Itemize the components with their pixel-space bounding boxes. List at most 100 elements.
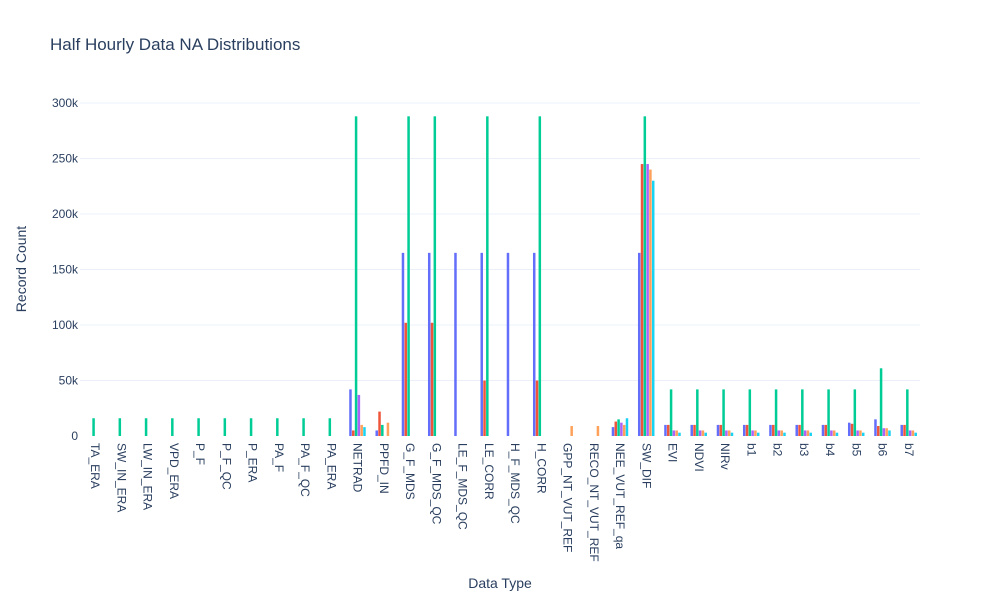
bar (777, 430, 781, 436)
bar (803, 430, 807, 436)
chart-title: Half Hourly Data NA Distributions (50, 35, 300, 54)
bar (824, 424, 828, 436)
x-tick-label: NEE_VUT_REF_qa (613, 443, 627, 549)
bar (620, 422, 623, 436)
bar (853, 389, 857, 436)
bar (906, 389, 909, 436)
x-tick-label: b7 (902, 443, 916, 457)
x-tick-label: TA_ERA (88, 443, 102, 489)
bar (92, 418, 95, 436)
bar (640, 164, 644, 437)
x-tick-label: EVI (666, 443, 680, 462)
x-tick-label: PA_ERA (324, 443, 338, 489)
bar (861, 432, 865, 436)
bar (407, 116, 410, 436)
bar (879, 368, 883, 436)
bar (171, 418, 174, 436)
bar (354, 116, 358, 436)
bar (535, 380, 539, 436)
bar (701, 430, 705, 436)
bar (144, 418, 148, 436)
bar (669, 389, 673, 436)
x-tick-label: G_F_MDS (403, 443, 417, 500)
x-tick-label: SW_IN_ERA (114, 443, 128, 512)
bar (483, 380, 486, 436)
y-axis-title: Record Count (13, 226, 29, 312)
bar (704, 432, 707, 436)
y-tick-label: 300k (52, 96, 79, 110)
x-tick-label: P_F_QC (219, 443, 233, 490)
bar (900, 424, 903, 436)
bar (914, 432, 917, 436)
bar (716, 424, 720, 436)
bar (427, 252, 431, 436)
x-tick-label: LE_CORR (482, 443, 496, 500)
x-tick-label: LW_IN_ERA (141, 443, 155, 510)
x-tick-label: b3 (797, 443, 811, 457)
bar (223, 418, 227, 436)
bar (780, 430, 783, 436)
bar (730, 432, 734, 436)
x-tick-label: b6 (876, 443, 890, 457)
bar (386, 422, 390, 436)
bar (850, 423, 854, 436)
bar (570, 426, 573, 436)
x-tick-label: PPFD_IN (377, 443, 391, 494)
bar (118, 418, 122, 436)
x-tick-label: H_CORR (534, 443, 548, 494)
y-tick-labels: 0 50k 100k 150k 200k 250k 300k (52, 96, 79, 443)
y-tick-label: 0 (71, 429, 78, 443)
bar (249, 418, 253, 436)
bar (806, 430, 810, 436)
bar (375, 430, 378, 436)
bar (832, 430, 836, 436)
x-tick-label: P_F (193, 443, 207, 465)
y-tick-label: 200k (52, 207, 79, 221)
bar (722, 389, 725, 436)
bar (903, 424, 906, 436)
bar (596, 426, 600, 436)
bar (480, 252, 483, 436)
bar (772, 424, 775, 436)
x-tick-label: P_ERA (246, 443, 260, 482)
x-tick-label: H_F_MDS_QC (508, 443, 522, 524)
bar (754, 430, 757, 436)
bar (835, 432, 839, 436)
bar (888, 430, 891, 436)
x-tick-label: G_F_MDS_QC (429, 443, 443, 525)
bar (622, 424, 626, 436)
bar (649, 169, 652, 436)
y-tick-label: 50k (59, 374, 79, 388)
bar (727, 430, 731, 436)
bar (830, 430, 833, 436)
bar (719, 424, 723, 436)
x-tick-label: b4 (823, 443, 837, 457)
gridlines (80, 102, 920, 381)
bar (651, 180, 655, 436)
bar (809, 432, 812, 436)
x-axis-title: Data Type (468, 575, 532, 591)
bar (404, 322, 408, 436)
bar (874, 419, 877, 436)
bar (783, 432, 786, 436)
bar (381, 424, 384, 436)
bar (678, 432, 681, 436)
bar (349, 389, 352, 436)
bar (798, 424, 801, 436)
bar (745, 424, 749, 436)
bar (401, 252, 405, 436)
x-tick-label: b1 (744, 443, 758, 457)
bar (625, 418, 629, 436)
bar (486, 116, 489, 436)
bar (360, 424, 363, 436)
bar (276, 418, 279, 436)
bar (751, 430, 754, 436)
x-tick-label: NETRAD (351, 443, 365, 493)
bar (378, 411, 381, 436)
bar (877, 426, 880, 436)
x-tick-labels: TA_ERA SW_IN_ERA LW_IN_ERA VPD_ERA P_F P_F_QC… (88, 443, 916, 562)
x-tick-label: VPD_ERA (167, 443, 181, 499)
bar (614, 421, 618, 436)
bar (302, 418, 305, 436)
